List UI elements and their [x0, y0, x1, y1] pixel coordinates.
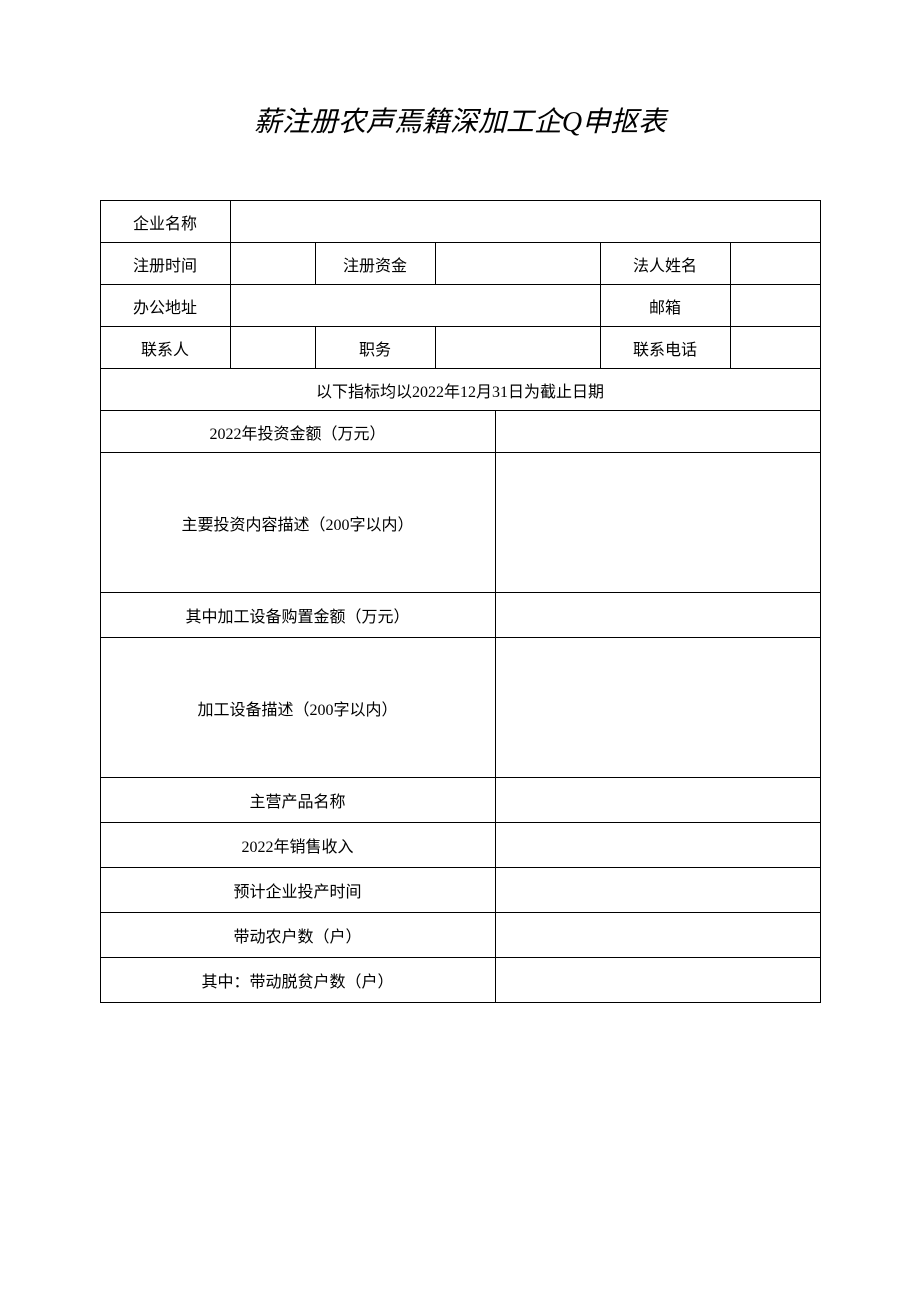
- label-legal-name: 法人姓名: [600, 243, 730, 285]
- label-poor-farmers: 其中：带动脱贫户数（户）: [100, 958, 495, 1003]
- value-equip-amount[interactable]: [495, 593, 820, 638]
- value-poor-farmers[interactable]: [495, 958, 820, 1003]
- label-prod-time: 预计企业投产时间: [100, 868, 495, 913]
- label-reg-capital: 注册资金: [315, 243, 435, 285]
- label-farmers: 带动农户数（户）: [100, 913, 495, 958]
- label-sales-2022: 2022年销售收入: [100, 823, 495, 868]
- value-reg-time[interactable]: [230, 243, 315, 285]
- label-company-name: 企业名称: [100, 201, 230, 243]
- value-sales-2022[interactable]: [495, 823, 820, 868]
- value-contact[interactable]: [230, 327, 315, 369]
- label-office-addr: 办公地址: [100, 285, 230, 327]
- table-row: 预计企业投产时间: [100, 868, 820, 913]
- value-phone[interactable]: [730, 327, 820, 369]
- value-legal-name[interactable]: [730, 243, 820, 285]
- label-position: 职务: [315, 327, 435, 369]
- label-contact: 联系人: [100, 327, 230, 369]
- label-equip-amount: 其中加工设备购置金额（万元）: [100, 593, 495, 638]
- table-row: 带动农户数（户）: [100, 913, 820, 958]
- value-email[interactable]: [730, 285, 820, 327]
- table-row: 其中：带动脱贫户数（户）: [100, 958, 820, 1003]
- table-row: 主营产品名称: [100, 778, 820, 823]
- value-position[interactable]: [435, 327, 600, 369]
- table-row: 注册时间 注册资金 法人姓名: [100, 243, 820, 285]
- label-phone: 联系电话: [600, 327, 730, 369]
- value-company-name[interactable]: [230, 201, 820, 243]
- table-row: 2022年销售收入: [100, 823, 820, 868]
- label-main-product: 主营产品名称: [100, 778, 495, 823]
- table-row: 主要投资内容描述（200字以内）: [100, 453, 820, 593]
- label-reg-time: 注册时间: [100, 243, 230, 285]
- value-prod-time[interactable]: [495, 868, 820, 913]
- value-invest-2022[interactable]: [495, 411, 820, 453]
- table-row: 加工设备描述（200字以内）: [100, 638, 820, 778]
- value-main-product[interactable]: [495, 778, 820, 823]
- value-equip-desc[interactable]: [495, 638, 820, 778]
- value-reg-capital[interactable]: [435, 243, 600, 285]
- value-farmers[interactable]: [495, 913, 820, 958]
- section-note: 以下指标均以2022年12月31日为截止日期: [100, 369, 820, 411]
- label-invest-desc: 主要投资内容描述（200字以内）: [100, 453, 495, 593]
- table-row: 2022年投资金额（万元）: [100, 411, 820, 453]
- label-equip-desc: 加工设备描述（200字以内）: [100, 638, 495, 778]
- table-row: 办公地址 邮箱: [100, 285, 820, 327]
- table-row: 其中加工设备购置金额（万元）: [100, 593, 820, 638]
- page-title: 薪注册农声焉籍深加工企Q申抠表: [0, 100, 920, 140]
- value-office-addr[interactable]: [230, 285, 600, 327]
- table-row: 企业名称: [100, 201, 820, 243]
- value-invest-desc[interactable]: [495, 453, 820, 593]
- table-row: 联系人 职务 联系电话: [100, 327, 820, 369]
- application-form-table: 企业名称 注册时间 注册资金 法人姓名 办公地址 邮箱 联系人 职务 联系电话 …: [100, 200, 821, 1003]
- label-email: 邮箱: [600, 285, 730, 327]
- label-invest-2022: 2022年投资金额（万元）: [100, 411, 495, 453]
- table-row: 以下指标均以2022年12月31日为截止日期: [100, 369, 820, 411]
